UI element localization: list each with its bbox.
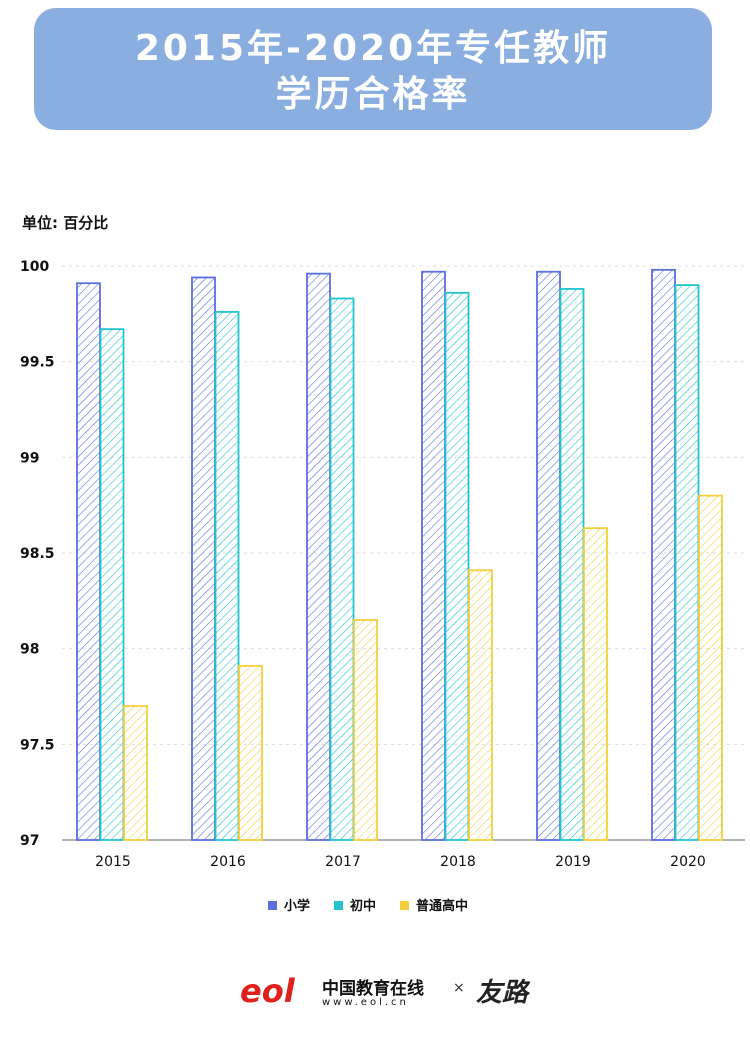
legend-label: 初中 xyxy=(350,898,376,914)
chart-title: 2015年-2020年专任教师 学历合格率 xyxy=(34,26,712,118)
bar-初中-2020 xyxy=(674,284,700,841)
y-tick-label: 100 xyxy=(20,259,49,275)
x-tick-label: 2018 xyxy=(440,854,476,870)
x-tick-label: 2015 xyxy=(95,854,131,870)
y-tick-label: 99 xyxy=(20,450,39,466)
x-tick-label: 2017 xyxy=(325,854,361,870)
y-tick-label: 98 xyxy=(20,642,39,658)
y-tick-label: 97 xyxy=(20,833,39,849)
brand-url: www.eol.cn xyxy=(322,997,409,1008)
bar-小学-2017 xyxy=(306,272,331,841)
bar-小学-2016 xyxy=(191,276,216,841)
bar-初中-2019 xyxy=(559,288,585,841)
brand-name: 中国教育在线 xyxy=(322,979,424,999)
bar-小学-2018 xyxy=(421,270,446,841)
legend-label: 普通高中 xyxy=(416,898,468,914)
legend-swatch xyxy=(268,901,277,910)
bar-小学-2020 xyxy=(651,268,676,841)
legend-swatch xyxy=(400,901,409,910)
bar-小学-2019 xyxy=(536,270,561,841)
title-line-2: 学历合格率 xyxy=(275,74,471,115)
y-tick-label: 98.5 xyxy=(20,546,55,562)
title-banner: 2015年-2020年专任教师 学历合格率 xyxy=(34,8,712,130)
bar-初中-2018 xyxy=(444,291,470,841)
bar-初中-2016 xyxy=(214,311,240,841)
bar-普通高中-2017 xyxy=(353,619,378,841)
x-tick-label: 2020 xyxy=(670,854,706,870)
y-tick-label: 97.5 xyxy=(20,737,55,753)
bar-普通高中-2018 xyxy=(468,569,493,841)
y-axis-unit-label: 单位: 百分比 xyxy=(22,214,109,232)
bar-初中-2015 xyxy=(99,328,125,841)
x-tick-label: 2019 xyxy=(555,854,591,870)
title-line-1: 2015年-2020年专任教师 xyxy=(134,28,612,69)
times-sign: × xyxy=(453,980,465,996)
y-tick-label: 99.5 xyxy=(20,355,55,371)
x-tick-label: 2016 xyxy=(210,854,246,870)
bar-小学-2015 xyxy=(76,282,101,841)
bar-普通高中-2015 xyxy=(123,705,148,841)
bar-普通高中-2019 xyxy=(583,527,608,841)
bar-普通高中-2016 xyxy=(238,664,263,841)
legend-swatch xyxy=(334,901,343,910)
footer-logos: eol 中国教育在线 www.eol.cn × 友路 xyxy=(240,970,540,1020)
legend-label: 小学 xyxy=(284,898,310,914)
bar-初中-2017 xyxy=(329,297,355,841)
partner-logo: 友路 xyxy=(476,978,529,1008)
bar-普通高中-2020 xyxy=(698,494,723,841)
eol-logo: eol xyxy=(240,972,295,1010)
bar-chart: 97 97.5 98 98.5 99 99.5 100 2015 2016 2017 2018 20… xyxy=(20,259,745,914)
